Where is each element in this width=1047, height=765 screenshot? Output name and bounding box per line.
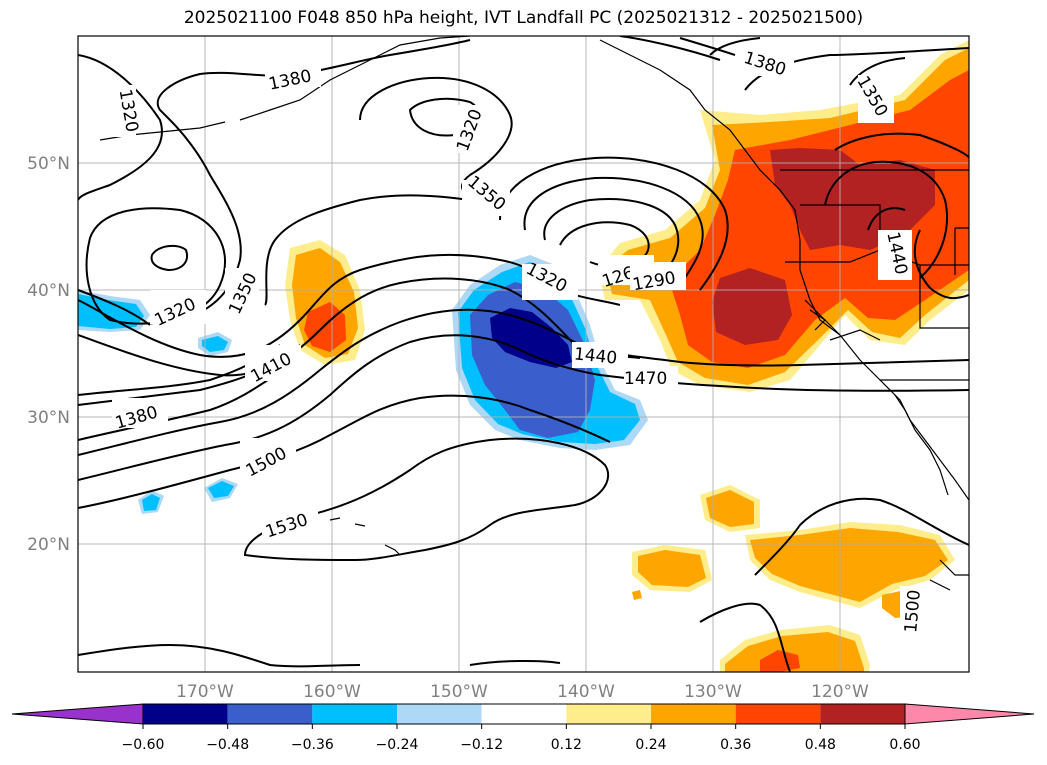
colorbar-tick-label: −0.60 [122, 737, 165, 753]
colorbar-tick-label: −0.48 [206, 737, 249, 753]
lon-label: 140°W [557, 682, 615, 702]
lon-label: 170°W [176, 682, 234, 702]
fill-pos-048 [770, 148, 935, 250]
lon-label: 130°W [684, 682, 742, 702]
lon-label: 150°W [430, 682, 488, 702]
colorbar-segment [735, 704, 821, 724]
coastlines [99, 36, 969, 591]
colorbar-tick-label: 0.12 [551, 737, 582, 753]
colorbar-extend-low [11, 703, 144, 725]
lat-label: 50°N [27, 154, 70, 174]
height-contours [78, 36, 969, 672]
lon-label: 160°W [303, 682, 361, 702]
fill-neg-048 [490, 308, 572, 368]
colorbar-tick-label: 0.48 [805, 737, 836, 753]
colorbar-tick-label: −0.12 [460, 737, 503, 753]
colorbar-segment [397, 704, 482, 724]
lat-label: 30°N [27, 408, 70, 428]
lat-label: 40°N [27, 281, 70, 301]
colorbar-tick-label: −0.24 [376, 737, 419, 753]
colorbar-segment [651, 704, 736, 724]
latitude-labels: 50°N 40°N 30°N 20°N [27, 154, 70, 555]
colorbar-extend-high [904, 703, 1035, 725]
colorbar-segment [143, 704, 228, 724]
colorbar-segment [820, 704, 905, 724]
map-panel [77, 35, 970, 673]
colorbar-tick-label: 0.24 [635, 737, 666, 753]
longitude-labels: 170°W 160°W 150°W 140°W 130°W 120°W [176, 682, 869, 702]
colorbar-tick-label: 0.60 [889, 737, 920, 753]
contour-label: 1440 [573, 344, 618, 368]
lat-label: 20°N [27, 535, 70, 555]
colorbar-segment [481, 704, 567, 724]
colorbar-segment [312, 704, 397, 724]
colorbar: −0.60 −0.48 −0.36 −0.24 −0.12 0.12 0.24 0.36 0.4… [11, 703, 1035, 753]
contour-labels: 1380 1320 1320 1350 1350 1320 1260 1290 … [110, 48, 930, 636]
map-title: 2025021100 F048 850 hPa height, IVT Land… [183, 8, 864, 28]
contour-label: 1470 [624, 369, 667, 389]
lon-label: 120°W [811, 682, 869, 702]
colorbar-segment [227, 704, 313, 724]
colorbar-tick-label: −0.36 [291, 737, 334, 753]
contour-label: 1500 [901, 589, 925, 634]
fill-pos-048b [712, 268, 792, 345]
colorbar-tick-label: 0.36 [720, 737, 751, 753]
colorbar-segment [566, 704, 651, 724]
